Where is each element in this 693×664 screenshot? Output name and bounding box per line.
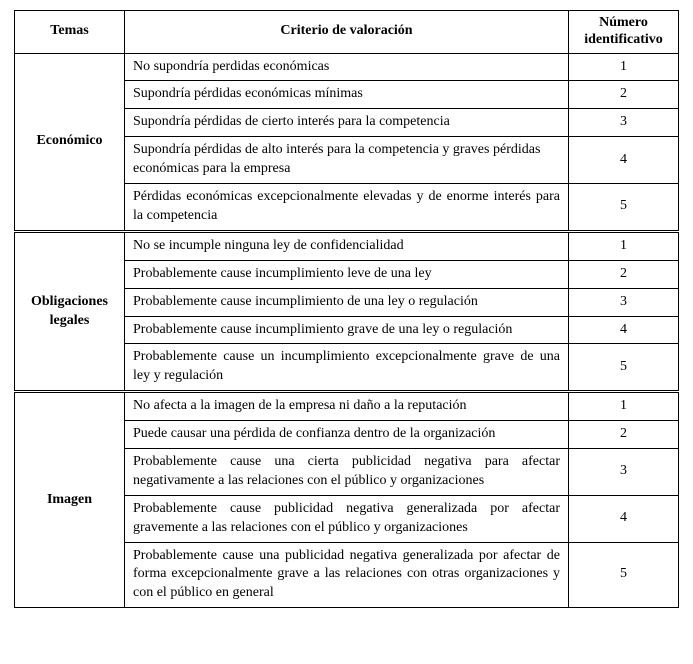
criterio-cell: Probablemente cause una cierta publicida… bbox=[125, 448, 569, 495]
header-numero-line2: identificativo bbox=[584, 32, 663, 47]
criterio-cell: Pérdidas económicas excepcionalmente ele… bbox=[125, 184, 569, 232]
tema-cell: Imagen bbox=[15, 392, 125, 608]
criterio-cell: Probablemente cause incumplimiento de un… bbox=[125, 288, 569, 316]
table-row: EconómicoNo supondría perdidas económica… bbox=[15, 53, 679, 81]
criterio-cell: No supondría perdidas económicas bbox=[125, 53, 569, 81]
header-temas: Temas bbox=[15, 11, 125, 54]
criterio-cell: No afecta a la imagen de la empresa ni d… bbox=[125, 392, 569, 421]
numero-cell: 3 bbox=[569, 448, 679, 495]
table-row: ImagenNo afecta a la imagen de la empres… bbox=[15, 392, 679, 421]
numero-cell: 1 bbox=[569, 231, 679, 260]
tema-cell: Obligaciones legales bbox=[15, 231, 125, 391]
numero-cell: 3 bbox=[569, 109, 679, 137]
table-body: EconómicoNo supondría perdidas económica… bbox=[15, 53, 679, 608]
criterio-cell: Supondría pérdidas de cierto interés par… bbox=[125, 109, 569, 137]
criterio-cell: Probablemente cause un incumplimiento ex… bbox=[125, 344, 569, 392]
header-numero-line1: Número bbox=[599, 15, 648, 30]
criterio-cell: Puede causar una pérdida de confianza de… bbox=[125, 421, 569, 449]
numero-cell: 5 bbox=[569, 542, 679, 608]
criterio-cell: Probablemente cause incumplimiento grave… bbox=[125, 316, 569, 344]
header-numero: Número identificativo bbox=[569, 11, 679, 54]
numero-cell: 4 bbox=[569, 316, 679, 344]
numero-cell: 2 bbox=[569, 421, 679, 449]
criterio-cell: Supondría pérdidas económicas mínimas bbox=[125, 81, 569, 109]
table-row: Obligaciones legalesNo se incumple ningu… bbox=[15, 231, 679, 260]
criteria-table: Temas Criterio de valoración Número iden… bbox=[14, 10, 679, 608]
numero-cell: 2 bbox=[569, 260, 679, 288]
criterio-cell: Supondría pérdidas de alto interés para … bbox=[125, 137, 569, 184]
numero-cell: 3 bbox=[569, 288, 679, 316]
numero-cell: 5 bbox=[569, 184, 679, 232]
tema-cell: Económico bbox=[15, 53, 125, 231]
numero-cell: 4 bbox=[569, 137, 679, 184]
criterio-cell: Probablemente cause una publicidad negat… bbox=[125, 542, 569, 608]
criterio-cell: No se incumple ninguna ley de confidenci… bbox=[125, 231, 569, 260]
numero-cell: 5 bbox=[569, 344, 679, 392]
criterio-cell: Probablemente cause publicidad negativa … bbox=[125, 495, 569, 542]
numero-cell: 2 bbox=[569, 81, 679, 109]
header-criterio: Criterio de valoración bbox=[125, 11, 569, 54]
numero-cell: 1 bbox=[569, 53, 679, 81]
criterio-cell: Probablemente cause incumplimiento leve … bbox=[125, 260, 569, 288]
table-header-row: Temas Criterio de valoración Número iden… bbox=[15, 11, 679, 54]
numero-cell: 1 bbox=[569, 392, 679, 421]
numero-cell: 4 bbox=[569, 495, 679, 542]
